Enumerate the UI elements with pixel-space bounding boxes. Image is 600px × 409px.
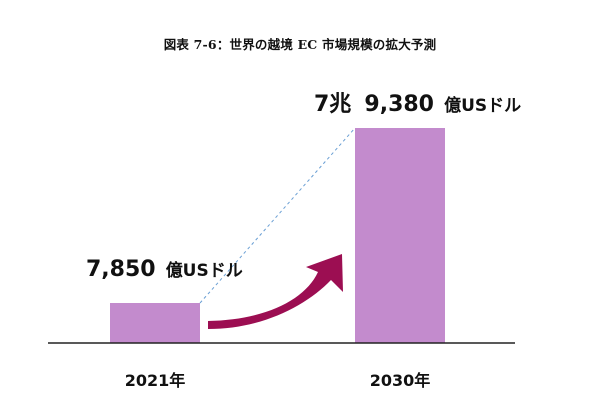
x-tick-label-2021: 2021年	[125, 371, 186, 390]
dashed-connector-line	[199, 127, 356, 304]
figure-title: 図表 7-6：世界の越境 EC 市場規模の拡大予測	[163, 37, 437, 52]
data-label-2021-number: 7,850	[86, 257, 156, 282]
data-label-2030-number: 9,380	[364, 92, 434, 117]
x-tick-label-2030: 2030年	[370, 371, 431, 390]
data-label-2030-unit: 億USドル	[444, 95, 521, 116]
data-label-2030: 7兆 9,380 億USドル	[314, 92, 521, 117]
data-label-2021-unit: 億USドル	[166, 260, 243, 281]
bar-2030	[355, 128, 445, 343]
bar-2021	[110, 303, 200, 343]
trend-arrow-icon	[208, 254, 343, 329]
data-label-2030-prefix: 7兆	[314, 92, 351, 117]
data-label-2021: 7,850 億USドル	[86, 257, 243, 282]
